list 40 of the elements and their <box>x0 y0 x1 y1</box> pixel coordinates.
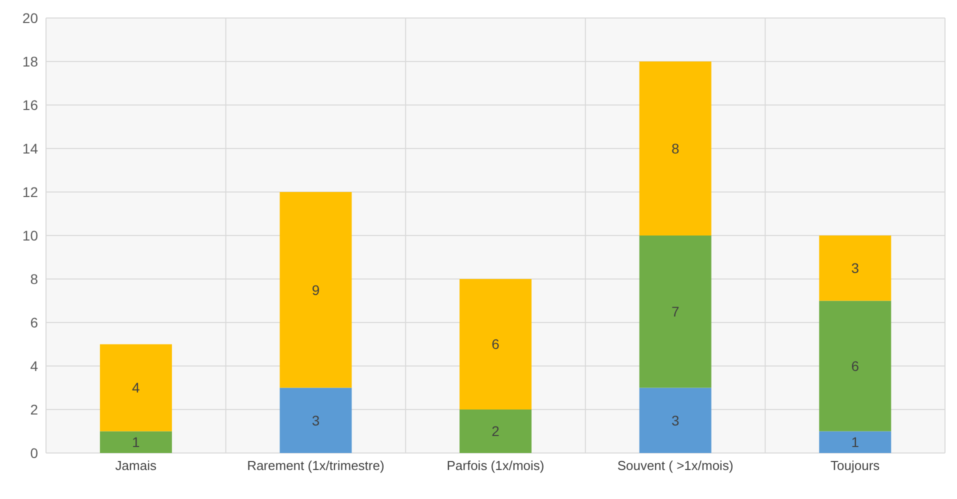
bar <box>100 344 172 432</box>
x-tick-label: Souvent ( >1x/mois) <box>617 458 734 474</box>
data-label: 3 <box>671 412 680 428</box>
data-label: 7 <box>671 304 680 320</box>
bar <box>819 300 892 432</box>
y-tick-label: 10 <box>22 227 38 244</box>
bar <box>639 388 712 453</box>
data-label: 4 <box>132 380 140 396</box>
data-label: 1 <box>132 434 140 450</box>
bar <box>460 410 532 453</box>
data-label: 1 <box>851 434 860 450</box>
y-tick-label: 16 <box>22 96 38 113</box>
y-tick-label: 4 <box>30 358 38 374</box>
y-tick-label: 8 <box>30 270 38 287</box>
y-tick-label: 20 <box>22 10 38 26</box>
data-label: 9 <box>312 282 320 298</box>
y-tick-label: 14 <box>22 140 38 156</box>
x-tick-label: Toujours <box>830 458 880 474</box>
data-label: 8 <box>671 140 680 156</box>
x-tick-label: Rarement (1x/trimestre) <box>247 458 384 474</box>
data-label: 6 <box>492 336 500 352</box>
y-tick-label: 12 <box>22 184 38 200</box>
y-tick-label: 0 <box>30 444 38 461</box>
x-tick-label: Jamais <box>115 458 157 474</box>
y-tick-label: 2 <box>30 401 38 418</box>
bar <box>460 279 532 410</box>
y-tick-label: 18 <box>22 53 38 70</box>
bar <box>100 431 172 453</box>
data-label: 6 <box>851 358 860 374</box>
data-label: 3 <box>312 412 320 428</box>
bar <box>819 236 892 301</box>
bar <box>639 62 712 236</box>
bar <box>819 431 892 453</box>
x-tick-label: Parfois (1x/mois) <box>446 458 544 474</box>
data-label: 2 <box>492 423 500 440</box>
y-tick-label: 6 <box>30 314 38 330</box>
data-label: 3 <box>851 260 860 276</box>
bar <box>639 236 712 388</box>
bar <box>280 388 352 453</box>
bar <box>280 192 352 388</box>
